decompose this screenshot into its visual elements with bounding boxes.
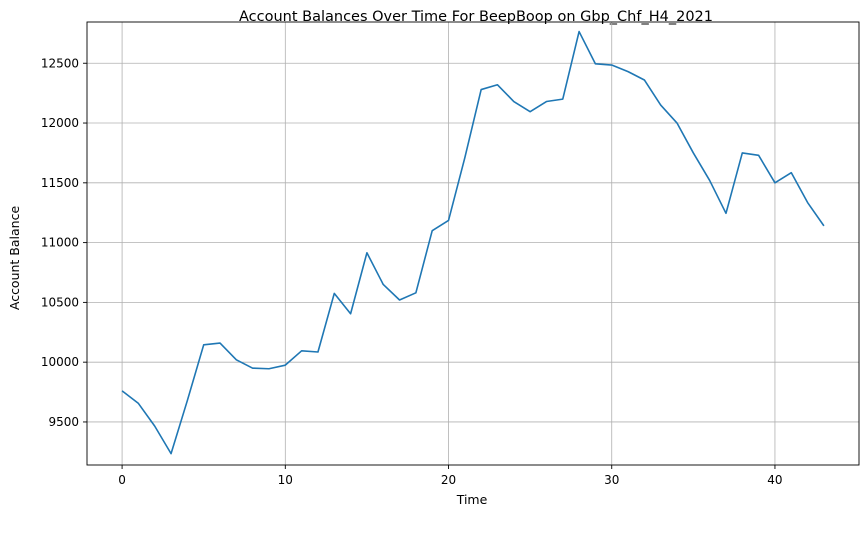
y-tick-label: 12000	[41, 116, 79, 130]
balance-series-line	[121, 30, 825, 455]
x-tick-label: 20	[441, 473, 456, 487]
x-tick-label: 0	[118, 473, 126, 487]
y-tick-label: 11500	[41, 176, 79, 190]
x-axis-label: Time	[456, 492, 488, 507]
chart-title: Account Balances Over Time For BeepBoop …	[239, 9, 713, 25]
y-tick-label: 12500	[41, 56, 79, 70]
y-tick-label: 11000	[41, 236, 79, 250]
x-tick-label: 30	[604, 473, 619, 487]
y-tick-label: 9500	[48, 415, 79, 429]
x-tick-label: 40	[767, 473, 782, 487]
x-tick-layer: 0 10 20 30 40	[118, 465, 783, 487]
grid-layer	[87, 22, 859, 465]
y-tick-label: 10500	[41, 295, 79, 309]
y-tick-layer: 9500 10000 10500 11000 11500 12000 12500	[41, 56, 87, 429]
plot-frame	[86, 21, 860, 466]
y-tick-label: 10000	[41, 355, 79, 369]
x-tick-label: 10	[278, 473, 293, 487]
series-layer	[121, 30, 825, 455]
y-axis-label: Account Balance	[7, 206, 22, 311]
